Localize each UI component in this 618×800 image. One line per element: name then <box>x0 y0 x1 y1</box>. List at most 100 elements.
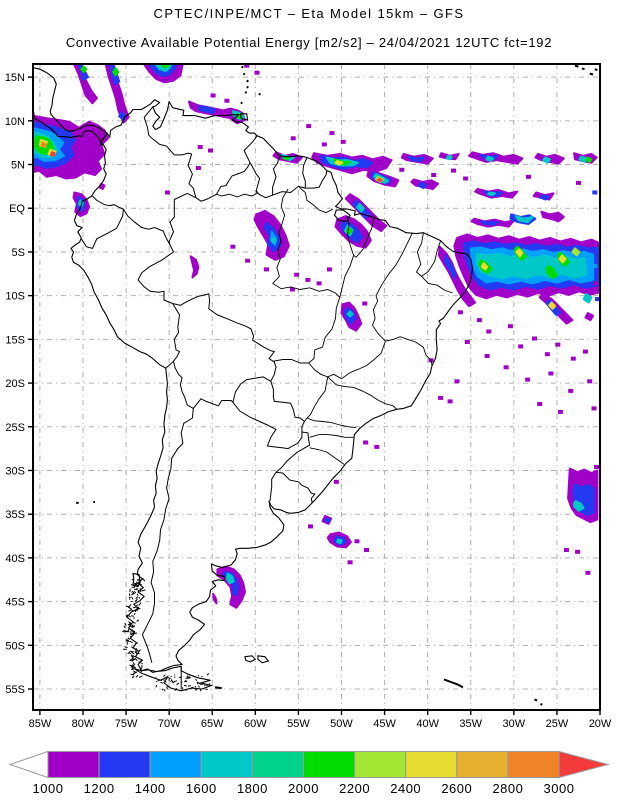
country-border <box>232 401 303 450</box>
island-mark <box>240 101 243 105</box>
lon-tick-label: 45W <box>373 718 396 730</box>
cape-patch <box>112 67 120 77</box>
cape-speck <box>575 549 581 554</box>
cape-patch <box>540 210 565 223</box>
cape-speck <box>308 524 313 529</box>
chart-subtitle: Convective Available Potential Energy [m… <box>66 35 552 50</box>
cape-speck <box>476 318 482 323</box>
state-border <box>372 233 413 326</box>
island-mark <box>241 65 244 69</box>
cape-speck <box>484 354 490 358</box>
country-border <box>137 244 175 304</box>
country-border <box>123 208 171 246</box>
lat-tick-label: 30S <box>5 465 25 477</box>
colorbar-segment <box>149 751 202 778</box>
country-border <box>269 471 277 502</box>
colorbar-overflow-arrow <box>558 750 610 779</box>
colorbar-segment <box>251 751 304 778</box>
cape-speck <box>354 539 360 544</box>
country-border <box>272 185 306 196</box>
cape-patch <box>104 64 130 124</box>
lon-tick-label: 85W <box>29 718 52 730</box>
cape-speck <box>544 352 550 357</box>
cape-speck <box>451 168 456 173</box>
state-border <box>309 434 354 438</box>
cape-speck <box>457 310 463 315</box>
lon-tick-label: 55W <box>287 718 310 730</box>
cape-speck <box>518 344 524 349</box>
cape-speck <box>254 70 260 75</box>
cape-speck <box>374 444 380 449</box>
lat-tick-label: 10S <box>5 291 25 303</box>
cape-speck <box>486 329 492 334</box>
cape-speck <box>326 267 332 272</box>
country-border <box>275 471 316 503</box>
cape-patch <box>445 154 453 161</box>
cape-speck <box>593 281 599 286</box>
cape-speck <box>464 340 470 344</box>
colorbar-tick-label: 1800 <box>237 781 268 796</box>
lon-tick-label: 75W <box>115 718 138 730</box>
cape-patch <box>324 517 332 524</box>
cape-speck <box>503 365 509 370</box>
cape-patch <box>377 178 383 183</box>
cape-speck <box>594 465 600 469</box>
state-border <box>306 417 357 429</box>
cape-patch <box>514 215 534 224</box>
cape-speck <box>431 173 437 177</box>
cape-patch <box>407 155 426 162</box>
cape-speck <box>210 93 216 98</box>
cape-speck <box>537 402 543 406</box>
country-border <box>243 135 258 164</box>
coastline-south-america <box>70 99 474 673</box>
island-mark <box>214 686 222 690</box>
island-outline <box>257 655 270 664</box>
cape-speck <box>585 570 591 575</box>
colorbar-segment <box>405 751 458 778</box>
lat-tick-label: 40S <box>5 553 25 565</box>
cape-speck <box>340 139 346 144</box>
cape-speck <box>306 124 312 129</box>
cape-speck <box>333 479 339 484</box>
cape-patch <box>582 292 593 304</box>
map-frame <box>28 63 601 715</box>
lon-tick-label: 40W <box>416 718 439 730</box>
lon-tick-label: 80W <box>72 718 95 730</box>
colorbar-tick-label: 1400 <box>135 781 166 796</box>
country-border <box>168 192 197 246</box>
country-border <box>141 408 194 663</box>
island-mark <box>244 91 248 94</box>
island-mark <box>581 67 585 71</box>
colorbar-segment <box>98 751 151 778</box>
cape-patch <box>334 160 344 166</box>
cape-speck <box>230 244 236 249</box>
state-border <box>420 240 453 294</box>
lat-tick-label: 50S <box>5 640 25 652</box>
cape-patch <box>539 194 550 201</box>
island-mark <box>574 64 579 68</box>
lat-tick-label: 5S <box>12 247 25 259</box>
colorbar-segment <box>47 751 100 778</box>
colorbar-tick-label: 2400 <box>390 781 421 796</box>
cape-patch <box>545 264 558 280</box>
lat-tick-label: 45S <box>5 597 25 609</box>
cape-speck <box>507 324 513 329</box>
state-border <box>216 190 258 198</box>
cape-speck <box>592 263 598 268</box>
cape-patch <box>578 155 589 163</box>
cape-patch <box>515 248 524 258</box>
cape-patch <box>418 181 427 190</box>
cape-patch <box>336 538 343 544</box>
country-border <box>165 360 174 369</box>
island-outline <box>244 655 257 663</box>
island-mark <box>540 703 543 706</box>
cape-speck <box>164 190 170 195</box>
colorbar-tick-label: 1600 <box>186 781 217 796</box>
cape-speck <box>447 399 453 404</box>
lat-tick-label: 25S <box>5 422 25 434</box>
colorbar-tick-label: 1200 <box>84 781 115 796</box>
cape-speck <box>294 272 300 277</box>
colorbar-tick-label: 2600 <box>441 781 472 796</box>
cape-patch <box>558 254 567 264</box>
country-border <box>172 293 277 382</box>
